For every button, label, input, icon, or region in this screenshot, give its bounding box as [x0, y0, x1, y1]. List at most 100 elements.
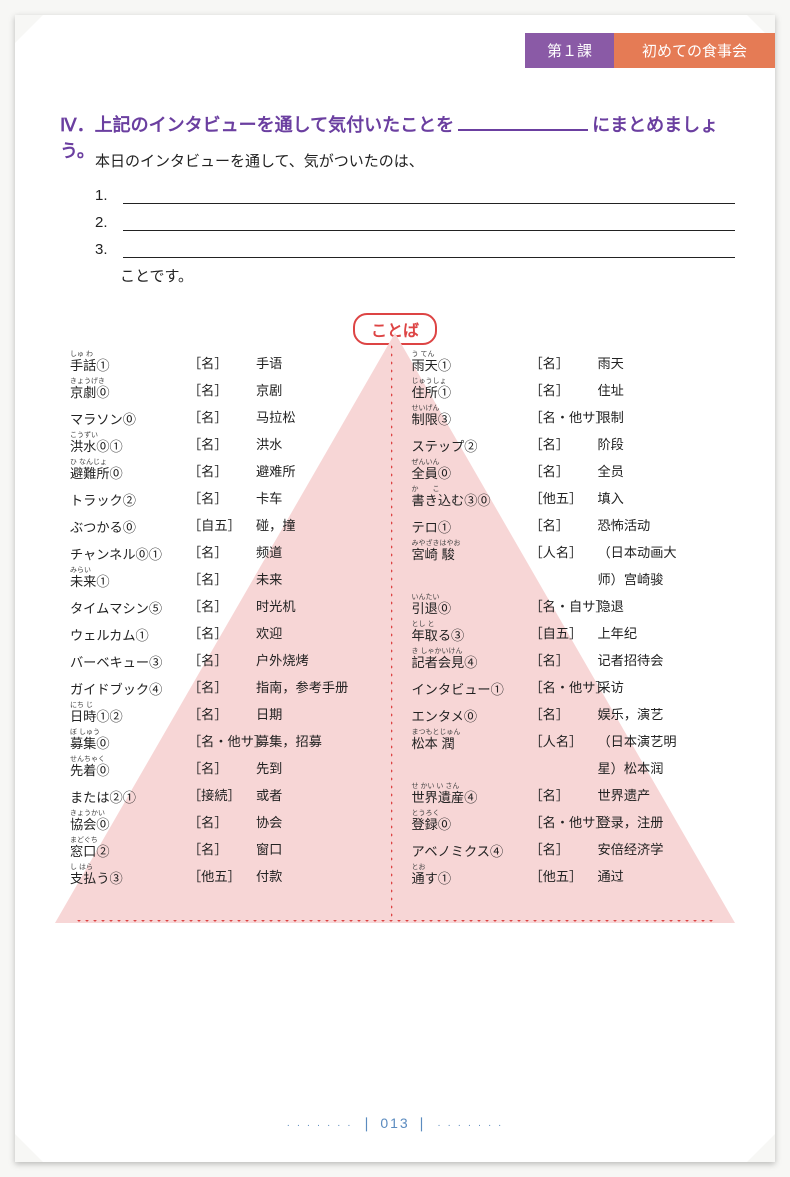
- vocab-pos: ［名］: [188, 407, 256, 426]
- vocab-def: 娱乐，演艺: [598, 704, 736, 723]
- vocab-pos: ［名］: [188, 704, 256, 723]
- vocab-def: 安倍经济学: [598, 839, 736, 858]
- vocab-word: とお通す①: [412, 864, 530, 885]
- closing-text: ことです。: [120, 265, 193, 286]
- vocab-pos: ［名］: [530, 461, 598, 480]
- vocab-word: みらい未来①: [70, 567, 188, 588]
- vocab-pos: ［名・自サ］: [530, 596, 598, 615]
- vocab-row: いんたい引退⓪［名・自サ］隐退: [412, 588, 736, 615]
- vocab-pos: ［他五］: [530, 866, 598, 885]
- vocab-def: 洪水: [256, 434, 394, 453]
- vocab-def: 通过: [598, 866, 736, 885]
- corner: [747, 1134, 775, 1162]
- page: 第１課 初めての食事会 Ⅳ．上記のインタビューを通して気付いたことをにまとめまし…: [15, 15, 775, 1162]
- vocab-def: 付款: [256, 866, 394, 885]
- vocab-def: 上年纪: [598, 623, 736, 642]
- vocab-def: 手语: [256, 353, 394, 372]
- header-tabs: 第１課 初めての食事会: [525, 33, 775, 68]
- vocab-row: ぼ しゅう募集⓪［名・他サ］募集，招募: [70, 723, 394, 750]
- vocab-def: 填入: [598, 488, 736, 507]
- vocab-word: いんたい引退⓪: [412, 594, 530, 615]
- vocab-def: 阶段: [598, 434, 736, 453]
- vocab-pos: ［名］: [530, 704, 598, 723]
- vocab-word: まつもとじゅん松本 潤: [412, 729, 530, 750]
- vocab-pos: ［名］: [188, 353, 256, 372]
- vocab-row: きょうかい協会⓪［名］协会: [70, 804, 394, 831]
- vocab-pos: ［名・他サ］: [188, 731, 256, 750]
- vocab-pos: ［自五］: [188, 515, 256, 534]
- vocab-word: または②①: [70, 791, 188, 804]
- vocab-def: 募集，招募: [256, 731, 394, 750]
- vocab-pos: ［名］: [188, 461, 256, 480]
- vocab-word: チャンネル⓪①: [70, 548, 188, 561]
- vocab-pos: ［名・他サ］: [530, 407, 598, 426]
- vocab-col-left: しゅ わ手話①［名］手语きょうげき京劇⓪［名］京剧マラソン⓪［名］马拉松こうずい…: [70, 345, 394, 885]
- vocab-row: まつもとじゅん松本 潤［人名］（日本演艺明: [412, 723, 736, 750]
- vocab-pos: ［名］: [188, 542, 256, 561]
- lesson-title: 初めての食事会: [614, 33, 775, 68]
- vocab-def: 时光机: [256, 596, 394, 615]
- vocab-pos: ［名］: [188, 677, 256, 696]
- vocab-def: 隐退: [598, 596, 736, 615]
- vocab-row: チャンネル⓪①［名］频道: [70, 534, 394, 561]
- vocab-word: ひ なんじょ避難所⓪: [70, 459, 188, 480]
- vocab-def: 京剧: [256, 380, 394, 399]
- vocab-word: か こ書き込む③⓪: [412, 486, 530, 507]
- vocab-def: 日期: [256, 704, 394, 723]
- lesson-tag: 第１課: [525, 33, 614, 68]
- vocab-pos: ［他五］: [530, 488, 598, 507]
- vocab-pos: ［名］: [530, 785, 598, 804]
- underline: [123, 185, 735, 204]
- vocab-word: ぼ しゅう募集⓪: [70, 729, 188, 750]
- answer-line: 2.: [95, 212, 735, 231]
- underline: [123, 212, 735, 231]
- vocab-pos: ［自五］: [530, 623, 598, 642]
- vocab-word: まどぐち窓口②: [70, 837, 188, 858]
- vocab-word: しゅ わ手話①: [70, 351, 188, 372]
- vocab-row: アベノミクス④［名］安倍经济学: [412, 831, 736, 858]
- vocab-def: 全员: [598, 461, 736, 480]
- vocab-pos: ［名］: [530, 515, 598, 534]
- vocab-word: インタビュー①: [412, 683, 530, 696]
- vocab-word: タイムマシン⑤: [70, 602, 188, 615]
- vocab-def: 或者: [256, 785, 394, 804]
- vocab-word: トラック②: [70, 494, 188, 507]
- vocab-def: 未来: [256, 569, 394, 588]
- vocab-pos: ［名］: [530, 380, 598, 399]
- vocab-word: にち じ日時①②: [70, 702, 188, 723]
- vocab-row: インタビュー①［名・他サ］采访: [412, 669, 736, 696]
- vocab-def: （日本动画大: [598, 542, 736, 561]
- vocab-pos: ［名］: [188, 434, 256, 453]
- vocab-word: き しゃかいけん記者会見④: [412, 648, 530, 669]
- vocab-word: ステップ②: [412, 440, 530, 453]
- vocab-row: にち じ日時①②［名］日期: [70, 696, 394, 723]
- vocab-word: マラソン⓪: [70, 413, 188, 426]
- vocab-word: バーベキュー③: [70, 656, 188, 669]
- vocab-pos: ［人名］: [530, 542, 598, 561]
- dots-left: · · · · · · ·: [287, 1120, 353, 1131]
- section-4-intro: 本日のインタビューを通して、気がついたのは、: [95, 150, 424, 171]
- vocab-word: ぜんいん全員⓪: [412, 459, 530, 480]
- vocab-row: みらい未来①［名］未来: [70, 561, 394, 588]
- vocab-table: しゅ わ手話①［名］手语きょうげき京劇⓪［名］京剧マラソン⓪［名］马拉松こうずい…: [70, 345, 735, 885]
- vocab-row: じゅうしょ住所①［名］住址: [412, 372, 736, 399]
- vocab-pos: ［名］: [188, 596, 256, 615]
- vocab-row: し はら支払う③［他五］付款: [70, 858, 394, 885]
- vocab-row: 师）宫崎骏: [412, 561, 736, 588]
- vocab-pos: ［接続］: [188, 785, 256, 804]
- vocab-pos: ［名］: [188, 812, 256, 831]
- vocab-def: 碰，撞: [256, 515, 394, 534]
- vocab-row: せんちゃく先着⓪［名］先到: [70, 750, 394, 777]
- vocab-row: ガイドブック④［名］指南，参考手册: [70, 669, 394, 696]
- line-num: 1.: [95, 187, 123, 204]
- vocab-pos: ［名］: [530, 434, 598, 453]
- vocab-row: とうろく登録⓪［名・他サ］登录，注册: [412, 804, 736, 831]
- vocab-def: 马拉松: [256, 407, 394, 426]
- vocab-row: タイムマシン⑤［名］时光机: [70, 588, 394, 615]
- vocab-def: 世界遗产: [598, 785, 736, 804]
- vocab-def: 欢迎: [256, 623, 394, 642]
- vocab-row: 星）松本润: [412, 750, 736, 777]
- vocab-row: テロ①［名］恐怖活动: [412, 507, 736, 534]
- answer-line: 1.: [95, 185, 735, 204]
- vocab-word: ウェルカム①: [70, 629, 188, 642]
